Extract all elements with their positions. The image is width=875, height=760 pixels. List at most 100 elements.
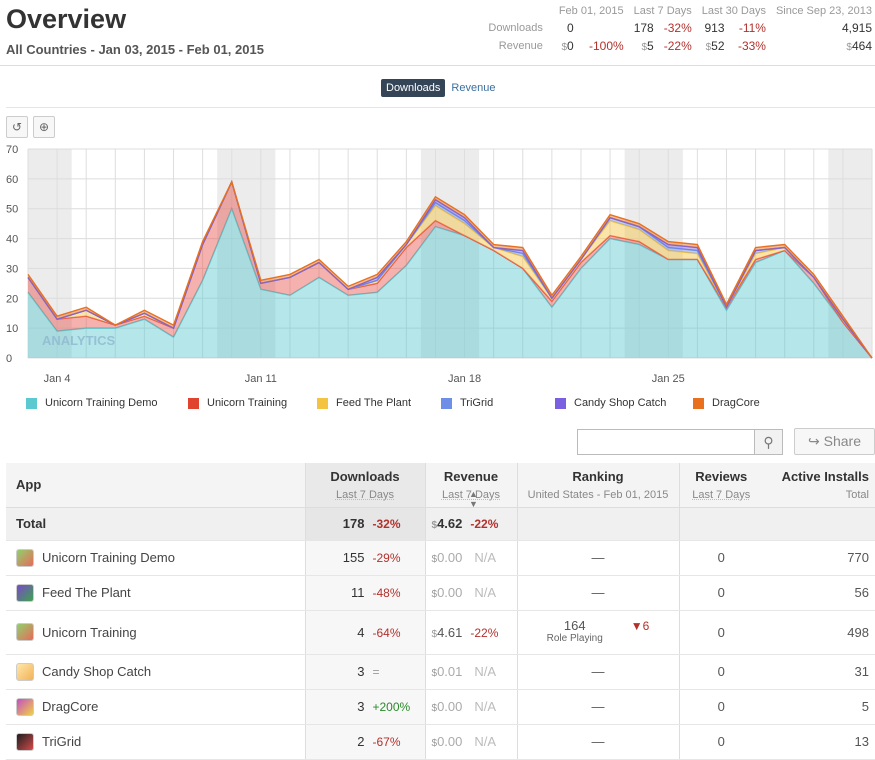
app-name[interactable]: Feed The Plant xyxy=(42,585,131,600)
col-reviews[interactable]: Reviews Last 7 Days xyxy=(678,463,763,508)
summary-revenue-value: $0 xyxy=(561,39,574,53)
page-subtitle: All Countries - Jan 03, 2015 - Feb 01, 2… xyxy=(6,42,264,57)
toggle-downloads[interactable]: Downloads xyxy=(381,79,446,97)
app-revenue: $0.01 N/A xyxy=(424,654,517,690)
col-downloads[interactable]: Downloads Last 7 Days ▲ ▼ xyxy=(304,463,478,509)
y-tick-label: 10 xyxy=(6,323,18,335)
legend-label: Unicorn Training Demo xyxy=(45,397,158,409)
table-row[interactable]: Feed The Plant 11 -48% $0.00 N/A —0 56 xyxy=(6,575,875,611)
app-ranking: — xyxy=(516,540,679,576)
legend-swatch xyxy=(26,397,37,409)
rank-change: ▼6 xyxy=(630,619,650,633)
app-reviews: 0 xyxy=(678,724,763,760)
app-name-cell[interactable]: TriGrid xyxy=(6,732,305,751)
plant-icon xyxy=(16,583,34,602)
share-icon: ↪ xyxy=(808,433,820,449)
app-name[interactable]: TriGrid xyxy=(42,734,82,749)
table-row[interactable]: DragCore 3 +200% $0.00 N/A —0 5 xyxy=(6,689,875,725)
summary-downloads-value: 913 xyxy=(704,21,725,35)
app-name[interactable]: DragCore xyxy=(42,699,99,714)
summary-revenue-label: Revenue xyxy=(498,40,543,52)
x-tick-label: Jan 4 xyxy=(44,373,71,385)
app-downloads: 155 -29% xyxy=(304,540,425,576)
app-name-cell[interactable]: Unicorn Training Demo xyxy=(6,548,305,567)
legend-item[interactable]: Candy Shop Catch xyxy=(555,397,666,409)
col-revenue[interactable]: Revenue Last 7 Days xyxy=(424,463,517,508)
app-revenue: $0.00 N/A xyxy=(424,575,517,611)
total-downloads: 178 -32% xyxy=(304,507,425,541)
app-revenue: $0.00 N/A xyxy=(424,540,517,576)
summary-revenue-change: -22% xyxy=(663,39,692,53)
area-unicorn-training xyxy=(28,181,872,358)
legend-item[interactable]: TriGrid xyxy=(441,397,493,409)
app-name[interactable]: Candy Shop Catch xyxy=(42,664,152,679)
app-downloads: 2 -67% xyxy=(304,724,425,760)
app-installs: 5 xyxy=(763,689,875,725)
app-installs: 31 xyxy=(763,654,875,690)
summary-downloads-change xyxy=(574,19,624,37)
y-tick-label: 30 xyxy=(6,263,18,275)
page-title: Overview xyxy=(6,4,127,34)
search-icon[interactable]: ⚲ xyxy=(754,430,782,454)
y-tick-label: 0 xyxy=(6,353,12,365)
table-row[interactable]: Candy Shop Catch 3 = $0.01 N/A —0 31 xyxy=(6,654,875,690)
app-name-cell[interactable]: Unicorn Training xyxy=(6,623,305,641)
area-unicorn-training-demo xyxy=(28,208,872,358)
app-name-cell[interactable]: Feed The Plant xyxy=(6,583,305,602)
summary-col-2: Last 7 Days xyxy=(633,5,692,17)
weekend-band xyxy=(217,149,276,358)
toggle-revenue[interactable]: Revenue xyxy=(451,82,496,94)
app-reviews: 0 xyxy=(678,689,763,725)
app-name[interactable]: Unicorn Training Demo xyxy=(42,550,175,565)
summary-downloads-change: -11% xyxy=(738,21,766,35)
zoom-icon[interactable]: ⊕ xyxy=(33,116,55,138)
legend-label: Unicorn Training xyxy=(207,397,288,409)
app-ranking: — xyxy=(516,654,679,690)
y-tick-label: 50 xyxy=(6,204,18,216)
summary-revenue-value: $52 xyxy=(705,39,725,53)
col-app[interactable]: App xyxy=(6,463,305,508)
summary-col-4: Since Sep 23, 2013 xyxy=(775,5,872,17)
weekend-band xyxy=(624,149,683,358)
app-name-cell[interactable]: DragCore xyxy=(6,697,305,716)
app-name-cell[interactable]: Candy Shop Catch xyxy=(6,662,305,681)
share-label: Share xyxy=(823,433,861,449)
analytics-watermark: ANALYTICS xyxy=(42,333,116,348)
share-button[interactable]: ↪ Share xyxy=(794,428,875,455)
table-row[interactable]: Unicorn Training Demo 155 -29% $0.00 N/A —0 77… xyxy=(6,540,875,576)
app-downloads: 4 -64% xyxy=(304,610,425,655)
app-ranking: — xyxy=(516,575,679,611)
app-name[interactable]: Unicorn Training xyxy=(42,624,137,640)
trigrid-icon xyxy=(16,732,34,751)
area-feed-the-plant xyxy=(28,181,872,358)
total-revenue: $4.62 -22% xyxy=(424,507,517,541)
divider xyxy=(6,107,875,108)
legend-swatch xyxy=(188,397,199,409)
legend-item[interactable]: Unicorn Training xyxy=(188,397,287,409)
legend-item[interactable]: DragCore xyxy=(693,397,760,409)
app-revenue: $4.61 -22% xyxy=(424,610,517,655)
summary-downloads-value: 0 xyxy=(567,21,574,35)
col-installs[interactable]: Active Installs Total xyxy=(763,463,875,508)
reset-zoom-icon[interactable]: ↺ xyxy=(6,116,28,138)
col-ranking[interactable]: Ranking United States - Feb 01, 2015 xyxy=(516,463,679,508)
line-dragcore xyxy=(27,179,873,359)
legend-item[interactable]: Feed The Plant xyxy=(317,397,411,409)
app-revenue: $0.00 N/A xyxy=(424,724,517,760)
app-ranking: — xyxy=(516,724,679,760)
app-reviews: 0 xyxy=(678,654,763,690)
table-row[interactable]: TriGrid 2 -67% $0.00 N/A —0 13 xyxy=(6,724,875,760)
summary-revenue-change: -33% xyxy=(737,39,766,53)
summary-revenue-value: $464 xyxy=(846,39,872,53)
legend-label: Candy Shop Catch xyxy=(574,397,667,409)
y-tick-label: 20 xyxy=(6,293,18,305)
app-downloads: 3 +200% xyxy=(304,689,425,725)
weekend-band xyxy=(828,149,872,358)
legend-item[interactable]: Unicorn Training Demo xyxy=(26,397,158,409)
search-input[interactable] xyxy=(578,430,753,454)
app-downloads: 11 -48% xyxy=(304,575,425,611)
app-installs: 770 xyxy=(763,540,875,576)
table-row[interactable]: Unicorn Training 4 -64% $4.61 -22% 164 Role Pl… xyxy=(6,610,875,655)
line-candy-shop-catch xyxy=(27,179,873,359)
legend-swatch xyxy=(693,397,704,409)
